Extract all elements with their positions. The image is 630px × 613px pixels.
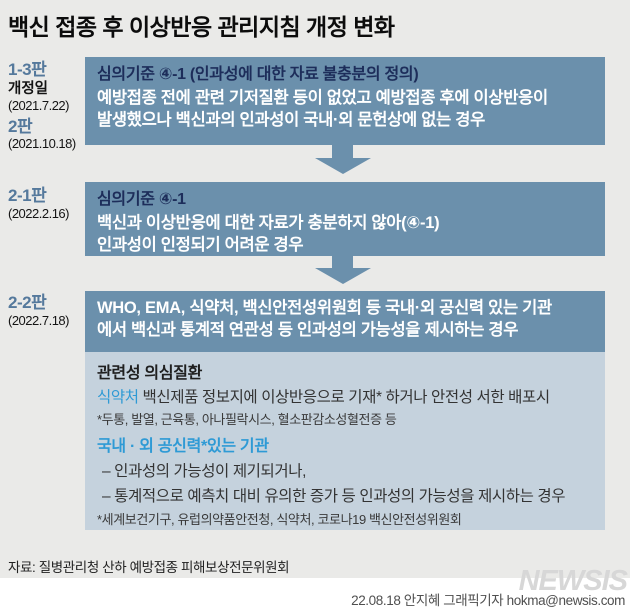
edition-label: 2판 xyxy=(8,116,33,136)
page-title: 백신 접종 후 이상반응 관리지침 개정 변화 xyxy=(8,14,395,40)
edition-label: 2-1판 xyxy=(8,186,47,205)
down-arrow-head xyxy=(314,158,371,174)
criteria-box-1: 심의기준 ④-1 (인과성에 대한 자료 불충분의 정의) 예방접종 전에 관련… xyxy=(85,57,605,145)
revision-date: (2021.10.18) xyxy=(8,136,76,152)
criteria-box-1-text: 예방접종 전에 관련 기저질환 등이 없었고 예방접종 후에 이상반응이 발생했… xyxy=(97,89,548,129)
down-arrow-head xyxy=(314,268,371,284)
down-arrow-stem xyxy=(332,145,353,158)
credible-orgs-subheading: 국내 · 외 공신력*있는 기관 xyxy=(97,438,269,455)
mfds-line: 식약처 백신제품 정보지에 이상반응으로 기재* 하거나 안전성 서한 배포시 xyxy=(97,385,593,407)
symptoms-footnote: *두통, 발열, 근육통, 아나필락시스, 혈소판감소성혈전증 등 xyxy=(97,412,397,427)
criteria-box-3: WHO, EMA, 식약처, 백신안전성위원회 등 국내·외 공신력 있는 기관… xyxy=(85,291,605,352)
revision-date: (2022.7.18) xyxy=(8,312,70,328)
edition-label: 1-3판 xyxy=(8,60,47,79)
revision-date: (2022.2.16) xyxy=(8,205,70,221)
related-diseases-heading: 관련성 의심질환 xyxy=(97,365,203,382)
revision-date: (2021.7.22) xyxy=(8,97,70,113)
mfds-line-text: 백신제품 정보지에 이상반응으로 기재* 하거나 안전성 서한 배포시 xyxy=(138,389,551,406)
credit-line: 22.08.18 안지혜 그래픽기자 hokma@newsis.com xyxy=(351,593,625,608)
criteria-box-3-text: WHO, EMA, 식약처, 백신안전성위원회 등 국내·외 공신력 있는 기관… xyxy=(97,299,552,339)
mfds-label: 식약처 xyxy=(97,389,139,406)
newsis-logo: NEWSIS xyxy=(518,565,628,597)
edition-label: 2-2판 xyxy=(8,293,47,312)
down-arrow-icon xyxy=(314,145,371,174)
related-diseases-panel: 관련성 의심질환 식약처 백신제품 정보지에 이상반응으로 기재* 하거나 안전… xyxy=(85,352,605,530)
revision-label-group-3: 2-2판 (2022.7.18) xyxy=(8,293,86,331)
orgs-footnote: *세계보건기구, 유럽의약품안전청, 식약처, 코로나19 백신안전성위원회 xyxy=(97,512,462,527)
criteria-box-2-text: 백신과 이상반응에 대한 자료가 충분하지 않아(④-1) 인과성이 인정되기 … xyxy=(97,214,440,254)
criteria-box-2: 심의기준 ④-1 백신과 이상반응에 대한 자료가 충분하지 않아(④-1) 인… xyxy=(85,182,605,256)
criteria-box-1-title: 심의기준 ④-1 (인과성에 대한 자료 불충분의 정의) xyxy=(97,66,419,83)
revision-date-caption: 개정일 xyxy=(8,80,49,97)
causality-bullet-1: – 인과성의 가능성이 제기되거나, xyxy=(102,463,307,480)
source-line: 자료: 질병관리청 산하 예방접종 피해보상전문위원회 xyxy=(8,560,290,575)
bottom-strip xyxy=(0,578,630,613)
down-arrow-stem xyxy=(332,255,353,268)
causality-bullet-2: – 통계적으로 예측치 대비 유의한 증가 등 인과성의 가능성을 제시하는 경… xyxy=(102,488,566,505)
criteria-box-2-title: 심의기준 ④-1 xyxy=(97,191,186,208)
revision-label-group-2: 2-1판 (2022.2.16) xyxy=(8,186,86,224)
down-arrow-icon xyxy=(314,255,371,284)
revision-label-group-1: 1-3판 개정일 (2021.7.22) 2판 (2021.10.18) xyxy=(8,60,86,155)
